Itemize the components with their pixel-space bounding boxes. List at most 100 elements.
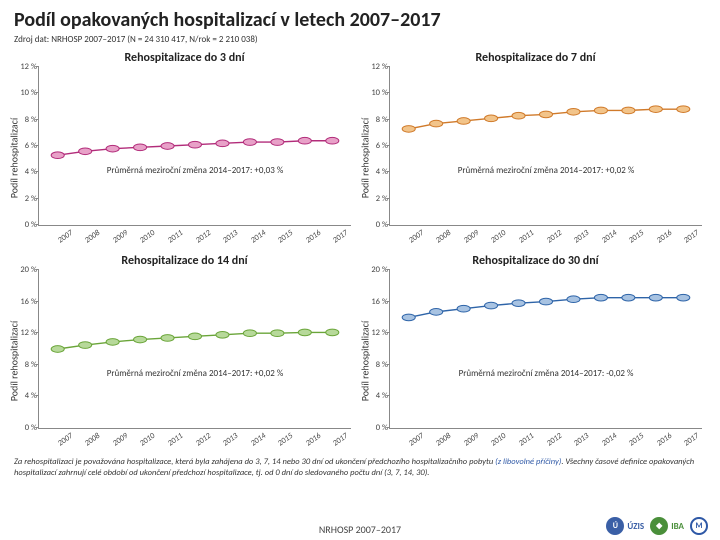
x-tick-label: 2014 xyxy=(600,228,619,245)
panel-title: Rehospitalizace do 3 dní xyxy=(124,51,244,65)
data-point xyxy=(134,336,147,343)
data-point xyxy=(457,118,470,125)
data-point xyxy=(243,139,256,146)
data-point xyxy=(677,294,690,301)
logo-mu-icon: M xyxy=(690,517,708,535)
y-tick-label: 4 % xyxy=(17,391,37,401)
x-tick-label: 2011 xyxy=(166,431,185,448)
data-point xyxy=(298,137,311,144)
x-tick-label: 2016 xyxy=(304,431,323,448)
y-tick-label: 12 % xyxy=(17,328,37,338)
data-source: Zdroj dat: NRHOSP 2007–2017 (N = 24 310 … xyxy=(0,34,720,51)
logo-iba: ◆ IBA xyxy=(650,516,684,536)
data-point xyxy=(430,309,443,316)
x-ticks: 2007200820092010201120122013201420152016… xyxy=(38,226,351,248)
x-ticks: 2007200820092010201120122013201420152016… xyxy=(389,429,702,451)
x-tick-label: 2012 xyxy=(544,431,563,448)
chart-box: Podíl rehospitalizací0 %2 %4 %6 %8 %10 %… xyxy=(369,67,702,248)
data-point xyxy=(402,126,415,133)
annotation: Průměrná meziroční změna 2014–2017: +0,0… xyxy=(458,165,635,176)
x-tick-label: 2017 xyxy=(682,431,701,448)
logo-iba-icon: ◆ xyxy=(650,517,668,535)
data-point xyxy=(326,137,339,144)
x-tick-label: 2009 xyxy=(462,228,481,245)
footnote-main: Za rehospitalizaci je považována hospita… xyxy=(14,457,495,467)
x-tick-label: 2013 xyxy=(221,228,240,245)
data-point xyxy=(594,294,607,301)
data-point xyxy=(567,296,580,303)
data-point xyxy=(457,305,470,312)
y-tick-label: 8 % xyxy=(368,360,388,370)
x-tick-label: 2017 xyxy=(331,228,350,245)
chart-box: Podíl rehospitalizací0 %4 %8 %12 %16 %20… xyxy=(369,270,702,451)
y-tick-label: 6 % xyxy=(17,141,37,151)
y-tick-label: 16 % xyxy=(17,297,37,307)
x-tick-label: 2013 xyxy=(572,431,591,448)
panel-title: Rehospitalizace do 30 dní xyxy=(472,254,598,268)
x-tick-label: 2010 xyxy=(489,228,508,245)
y-tick-label: 8 % xyxy=(17,360,37,370)
x-tick-label: 2016 xyxy=(304,228,323,245)
x-tick-label: 2015 xyxy=(627,431,646,448)
data-point xyxy=(402,314,415,321)
chart-panel: Rehospitalizace do 14 dníPodíl rehospita… xyxy=(18,254,351,451)
data-point xyxy=(298,329,311,336)
x-tick-label: 2012 xyxy=(544,228,563,245)
x-tick-label: 2009 xyxy=(111,228,130,245)
x-tick-label: 2014 xyxy=(600,431,619,448)
chart-svg xyxy=(39,270,351,428)
data-point xyxy=(51,152,64,159)
chart-panel: Rehospitalizace do 3 dní Podíl rehospital… xyxy=(18,51,351,248)
y-tick-label: 0 % xyxy=(17,423,37,433)
data-point xyxy=(326,329,339,336)
x-tick-label: 2011 xyxy=(166,228,185,245)
y-tick-label: 20 % xyxy=(17,265,37,275)
x-tick-label: 2008 xyxy=(434,228,453,245)
data-point xyxy=(243,330,256,337)
x-tick-label: 2008 xyxy=(83,431,102,448)
data-point xyxy=(161,335,174,342)
x-tick-label: 2017 xyxy=(331,431,350,448)
chart-svg xyxy=(39,67,351,225)
chart-box: Podíl rehospitalizací0 %2 %4 %6 %8 %10 %… xyxy=(18,67,351,248)
logo-uzis: Ú ÚZIS xyxy=(606,516,644,536)
x-tick-label: 2011 xyxy=(517,431,536,448)
data-point xyxy=(51,346,64,353)
x-tick-label: 2013 xyxy=(572,228,591,245)
x-tick-label: 2007 xyxy=(56,228,75,245)
data-point xyxy=(539,111,552,118)
data-point xyxy=(271,330,284,337)
y-tick-label: 4 % xyxy=(368,167,388,177)
x-tick-label: 2010 xyxy=(138,431,157,448)
y-tick-label: 2 % xyxy=(368,194,388,204)
footnote: Za rehospitalizaci je považována hospita… xyxy=(0,451,720,478)
x-tick-label: 2015 xyxy=(276,228,295,245)
data-point xyxy=(188,333,201,340)
x-tick-label: 2016 xyxy=(655,431,674,448)
y-tick-label: 8 % xyxy=(368,115,388,125)
y-tick-label: 10 % xyxy=(368,88,388,98)
x-tick-label: 2009 xyxy=(111,431,130,448)
logo-mu: M xyxy=(690,516,708,536)
data-point xyxy=(79,148,92,155)
data-point xyxy=(622,107,635,114)
plot-area: 0 %4 %8 %12 %16 %20 %Průměrná meziroční … xyxy=(389,270,702,429)
x-tick-label: 2014 xyxy=(249,228,268,245)
plot-area: 0 %4 %8 %12 %16 %20 %Průměrná meziroční … xyxy=(38,270,351,429)
x-tick-label: 2007 xyxy=(407,431,426,448)
x-tick-label: 2016 xyxy=(655,228,674,245)
x-tick-label: 2012 xyxy=(193,228,212,245)
logo-bar: Ú ÚZIS ◆ IBA M xyxy=(606,516,708,536)
y-tick-label: 0 % xyxy=(368,423,388,433)
panel-title: Rehospitalizace do 7 dní xyxy=(475,51,595,65)
data-point xyxy=(594,107,607,114)
data-point xyxy=(134,144,147,151)
data-point xyxy=(649,106,662,113)
y-tick-label: 12 % xyxy=(17,62,37,72)
y-tick-label: 6 % xyxy=(368,141,388,151)
y-tick-label: 2 % xyxy=(17,194,37,204)
y-tick-label: 12 % xyxy=(368,62,388,72)
x-tick-label: 2007 xyxy=(407,228,426,245)
y-tick-label: 20 % xyxy=(368,265,388,275)
data-point xyxy=(512,112,525,119)
